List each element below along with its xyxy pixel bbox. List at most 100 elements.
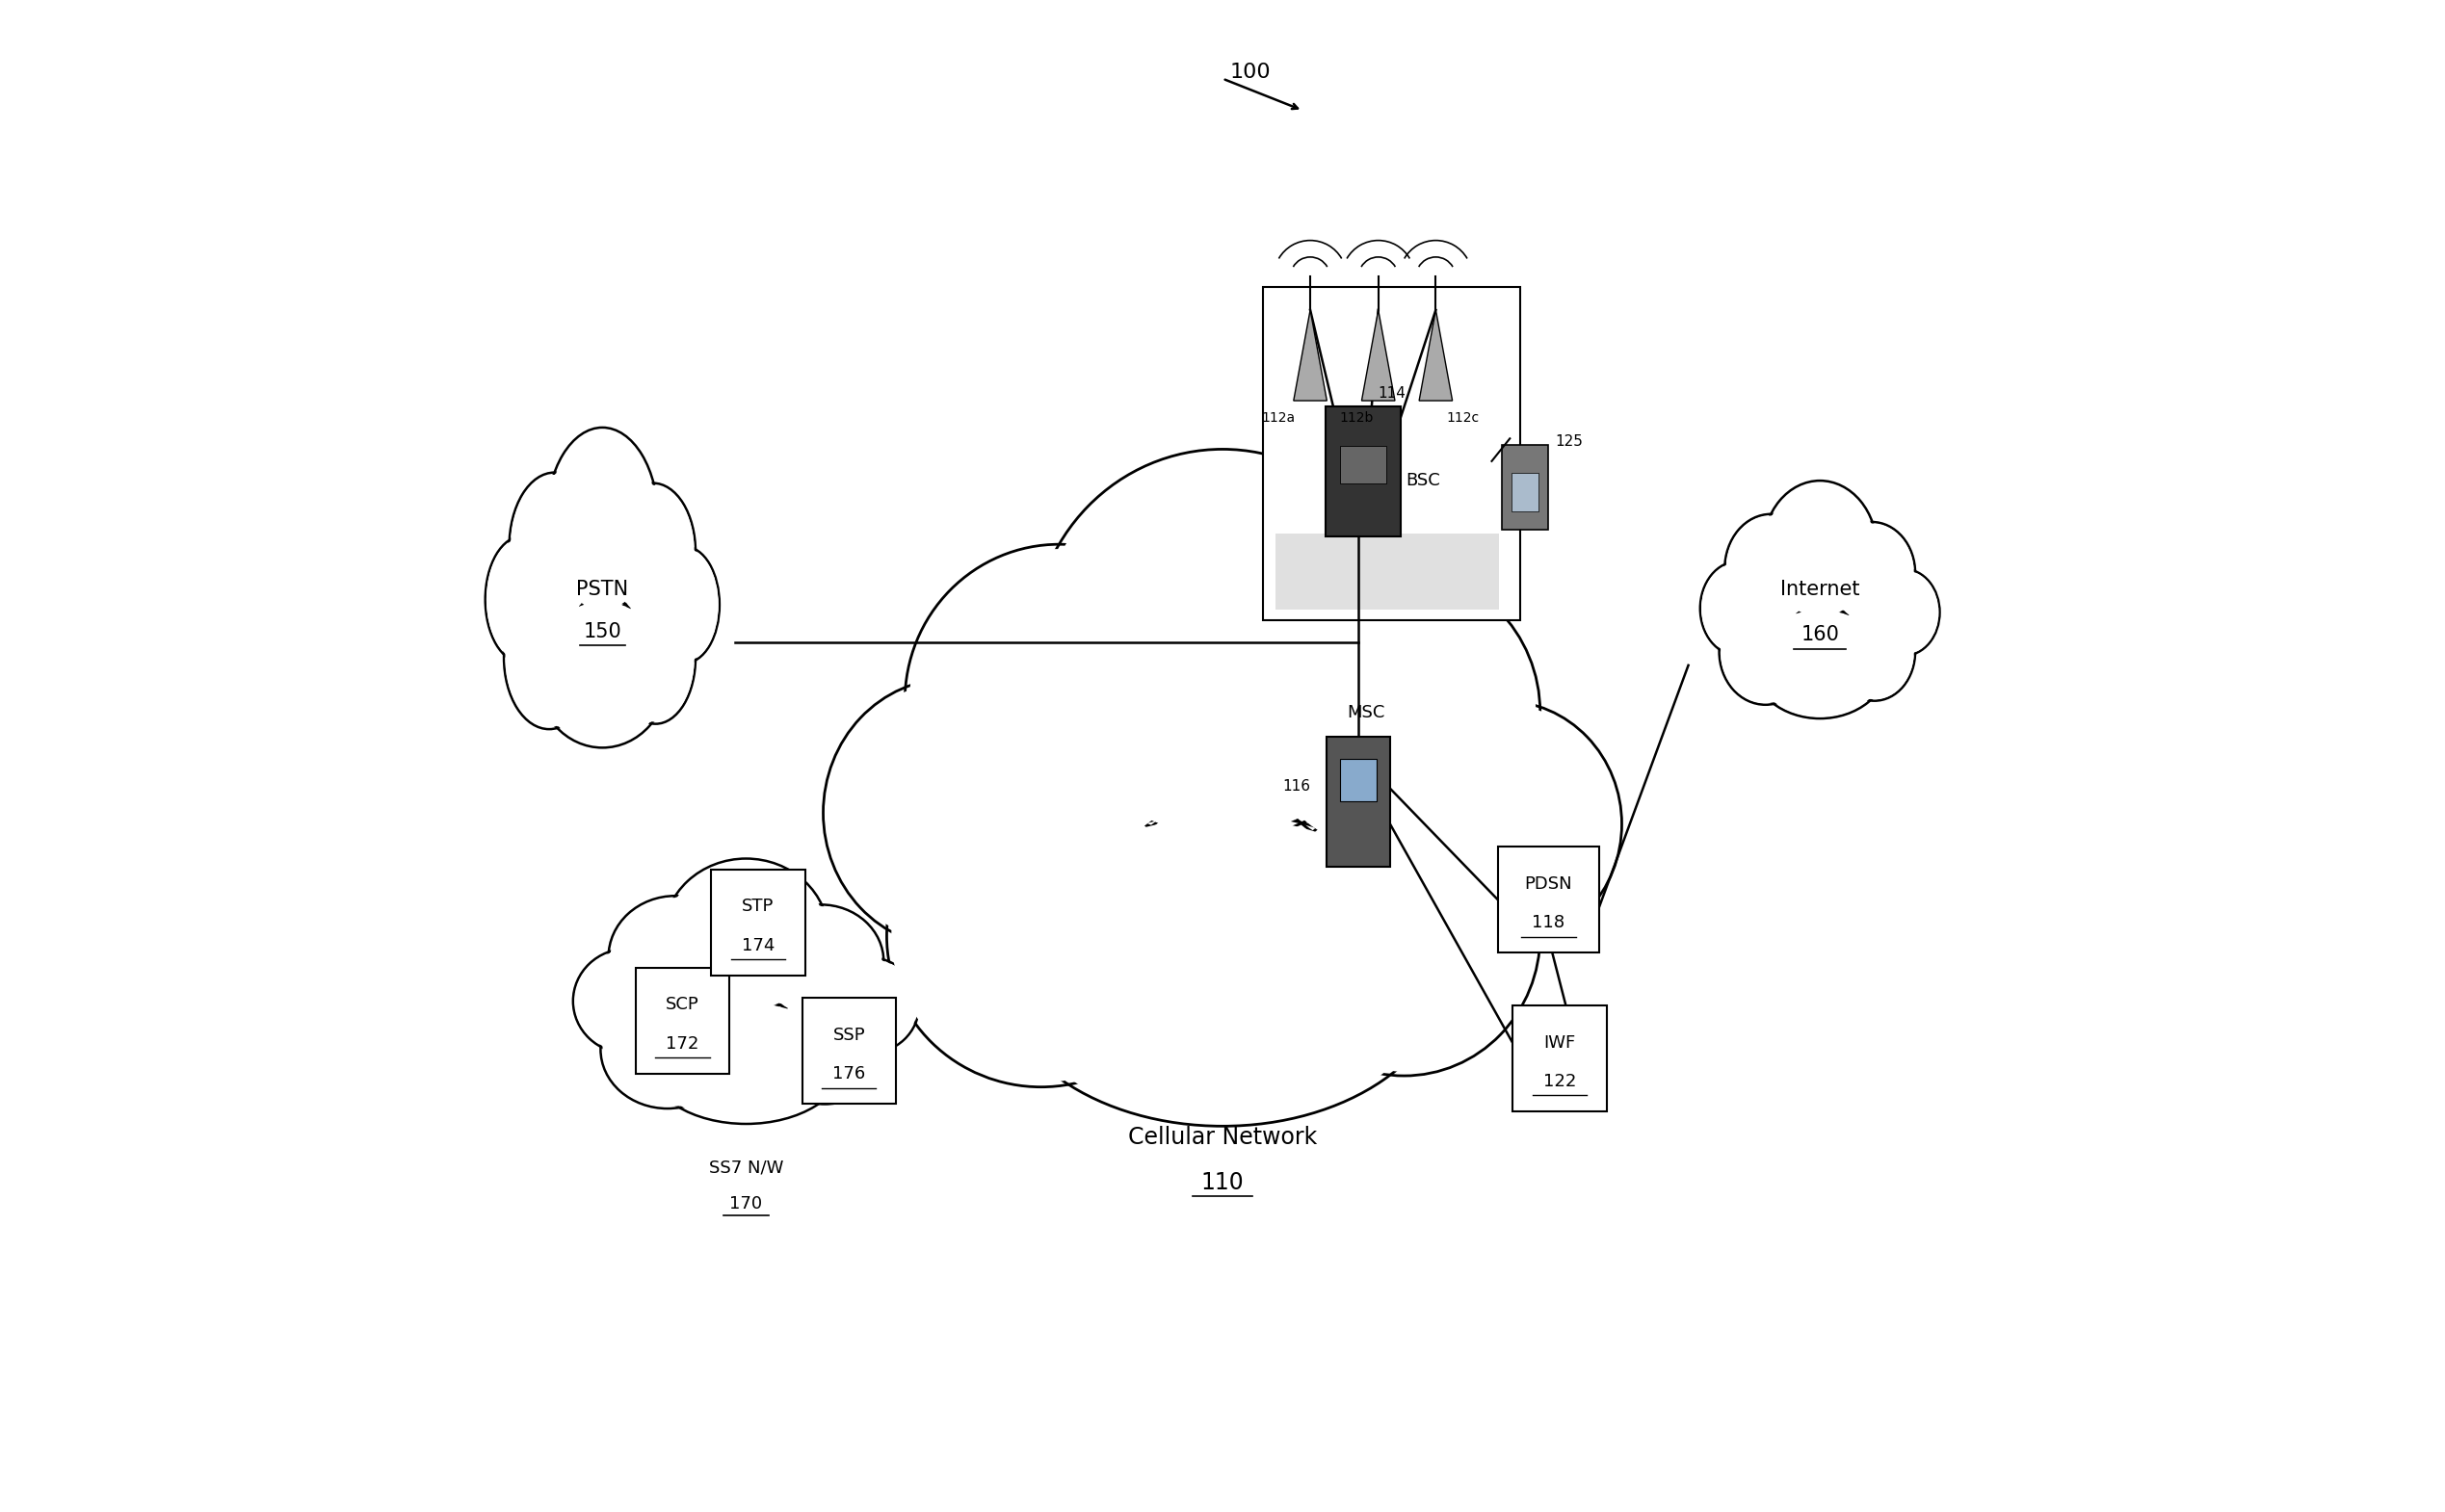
Ellipse shape	[888, 785, 1196, 1087]
Ellipse shape	[484, 537, 560, 664]
Ellipse shape	[765, 995, 883, 1104]
Ellipse shape	[1032, 449, 1413, 841]
Text: SS7 N/W: SS7 N/W	[709, 1158, 782, 1176]
Ellipse shape	[511, 475, 599, 618]
FancyBboxPatch shape	[1276, 534, 1499, 609]
Ellipse shape	[1753, 609, 1885, 717]
Ellipse shape	[817, 957, 919, 1054]
Text: PDSN: PDSN	[1526, 875, 1572, 892]
Ellipse shape	[1269, 795, 1540, 1077]
Ellipse shape	[650, 1002, 841, 1122]
Ellipse shape	[1699, 561, 1778, 656]
Ellipse shape	[509, 472, 599, 621]
FancyBboxPatch shape	[1340, 759, 1377, 801]
Ellipse shape	[504, 587, 594, 729]
Ellipse shape	[1702, 562, 1775, 655]
Ellipse shape	[826, 682, 1073, 943]
FancyBboxPatch shape	[1513, 1005, 1606, 1111]
Polygon shape	[1418, 310, 1452, 401]
FancyBboxPatch shape	[802, 998, 895, 1104]
FancyBboxPatch shape	[711, 869, 804, 975]
Text: 172: 172	[665, 1036, 699, 1052]
Text: 110: 110	[1200, 1170, 1245, 1194]
FancyBboxPatch shape	[1328, 736, 1391, 866]
Ellipse shape	[1763, 481, 1878, 618]
Ellipse shape	[1386, 702, 1621, 947]
Ellipse shape	[616, 594, 694, 721]
Ellipse shape	[1829, 522, 1914, 624]
FancyBboxPatch shape	[1501, 445, 1548, 529]
Text: 125: 125	[1555, 434, 1582, 449]
Ellipse shape	[824, 679, 1078, 947]
Text: 122: 122	[1543, 1074, 1577, 1090]
Text: 112c: 112c	[1447, 411, 1479, 425]
Text: MSC: MSC	[1347, 705, 1386, 721]
Ellipse shape	[650, 549, 719, 661]
FancyBboxPatch shape	[1264, 287, 1521, 620]
Ellipse shape	[535, 600, 670, 748]
Ellipse shape	[1765, 482, 1875, 617]
Ellipse shape	[1724, 514, 1817, 624]
Ellipse shape	[768, 996, 883, 1102]
Ellipse shape	[601, 990, 734, 1108]
Text: 100: 100	[1230, 64, 1271, 82]
Ellipse shape	[1834, 603, 1914, 702]
Text: 150: 150	[584, 623, 621, 641]
Text: 174: 174	[741, 937, 775, 954]
Text: 160: 160	[1800, 626, 1839, 644]
Ellipse shape	[611, 485, 694, 618]
Ellipse shape	[892, 789, 1191, 1083]
Ellipse shape	[506, 588, 594, 727]
Ellipse shape	[663, 859, 829, 1012]
Ellipse shape	[548, 431, 658, 609]
Text: IWF: IWF	[1543, 1034, 1575, 1051]
Ellipse shape	[1721, 600, 1809, 703]
Text: SCP: SCP	[665, 996, 699, 1013]
Ellipse shape	[1870, 570, 1939, 655]
Ellipse shape	[905, 544, 1213, 857]
Polygon shape	[1362, 310, 1396, 401]
FancyBboxPatch shape	[1499, 847, 1599, 953]
Text: 176: 176	[831, 1066, 866, 1083]
Ellipse shape	[611, 898, 741, 1016]
Ellipse shape	[760, 906, 883, 1018]
Text: 112b: 112b	[1340, 411, 1374, 425]
Text: 118: 118	[1533, 915, 1565, 931]
Ellipse shape	[665, 860, 826, 1010]
Ellipse shape	[648, 1001, 844, 1123]
FancyBboxPatch shape	[1325, 407, 1401, 537]
Text: 112a: 112a	[1262, 411, 1296, 425]
Ellipse shape	[548, 428, 658, 612]
Ellipse shape	[1719, 599, 1812, 705]
Text: 116: 116	[1281, 779, 1311, 794]
Ellipse shape	[910, 549, 1208, 853]
Text: PSTN: PSTN	[577, 581, 628, 599]
Ellipse shape	[1389, 705, 1619, 943]
Text: Cellular Network: Cellular Network	[1127, 1125, 1318, 1149]
Ellipse shape	[758, 904, 883, 1019]
Text: BSC: BSC	[1406, 472, 1440, 490]
FancyBboxPatch shape	[1340, 446, 1386, 484]
Ellipse shape	[1271, 800, 1535, 1072]
Text: STP: STP	[743, 898, 775, 915]
Ellipse shape	[1829, 523, 1914, 623]
Ellipse shape	[1254, 572, 1535, 853]
Text: 114: 114	[1379, 386, 1406, 401]
Ellipse shape	[616, 591, 694, 724]
Ellipse shape	[819, 959, 917, 1052]
Ellipse shape	[1753, 608, 1888, 718]
Ellipse shape	[611, 482, 694, 620]
Polygon shape	[1293, 310, 1328, 401]
Ellipse shape	[1037, 455, 1408, 835]
Text: SSP: SSP	[834, 1027, 866, 1043]
Ellipse shape	[609, 895, 743, 1019]
Ellipse shape	[538, 602, 667, 745]
Ellipse shape	[1726, 516, 1817, 623]
Ellipse shape	[1002, 818, 1443, 1122]
Ellipse shape	[1834, 603, 1914, 700]
Ellipse shape	[995, 813, 1450, 1126]
Ellipse shape	[1868, 569, 1939, 656]
Ellipse shape	[572, 948, 682, 1054]
Text: 170: 170	[729, 1194, 763, 1213]
FancyBboxPatch shape	[1511, 473, 1538, 511]
